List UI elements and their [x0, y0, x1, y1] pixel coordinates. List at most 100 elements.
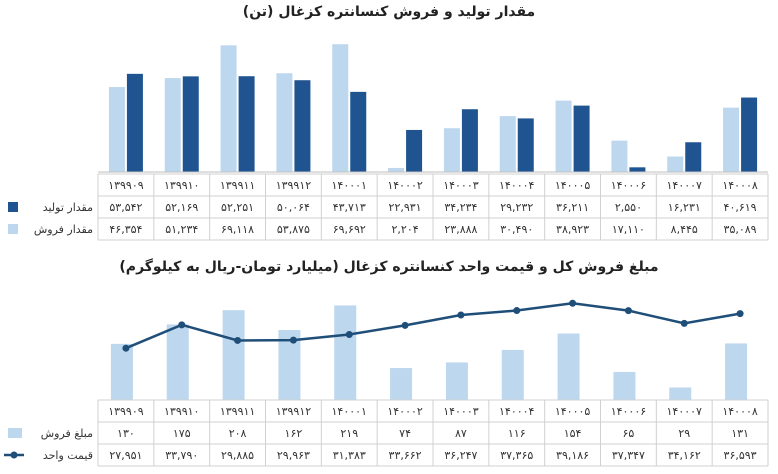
sales-bar [220, 45, 237, 173]
production-value-label: ۱۶,۲۳۱ [668, 201, 701, 214]
sales-value-label: ۱۷,۱۱۰ [612, 223, 645, 236]
category-label: ۱۳۹۹۱۲ [276, 405, 312, 418]
unit-price-point [401, 321, 409, 329]
legend-production-swatch [8, 202, 18, 212]
unit-price-value-label: ۲۷,۹۵۱ [109, 449, 142, 462]
unit-price-point [234, 336, 242, 344]
category-label: ۱۴۰۰۰۷ [667, 179, 703, 192]
sales-amount-value-label: ۱۶۲ [285, 427, 303, 440]
sales-value-label: ۲۳,۸۸۸ [444, 223, 477, 236]
sales-value-label: ۸,۴۴۵ [671, 223, 698, 236]
sales-value-label: ۴۶,۳۵۴ [109, 223, 142, 236]
unit-price-value-label: ۲۹,۹۶۳ [277, 449, 310, 462]
sales-amount-bar [669, 387, 692, 400]
category-label: ۱۳۹۹۱۰ [164, 179, 199, 192]
unit-price-value-label: ۳۳,۷۹۰ [165, 449, 198, 462]
sales-amount-bar [445, 362, 468, 400]
unit-price-point [289, 336, 297, 344]
unit-price-point [736, 310, 744, 318]
unit-price-point [345, 330, 353, 338]
production-bar [126, 73, 143, 172]
sales-bar [276, 73, 293, 172]
production-value-label: ۵۳,۵۴۲ [109, 201, 142, 214]
production-bar [741, 97, 758, 172]
legend-unit-price-marker [10, 451, 18, 459]
sales-amount-value-label: ۷۴ [399, 427, 411, 440]
sales-value-label: ۵۳,۸۷۵ [277, 223, 310, 236]
sales-amount-bar [613, 371, 636, 400]
production-bar [238, 76, 255, 172]
legend-sales-swatch [8, 224, 18, 234]
category-label: ۱۴۰۰۰۲ [387, 405, 423, 418]
sales-bar [332, 44, 349, 172]
sales-value-label: ۳۰,۴۹۰ [500, 223, 533, 236]
unit-price-value-label: ۳۶,۲۴۷ [444, 449, 477, 462]
sales-value-label: ۶۹,۱۱۸ [221, 223, 254, 236]
category-label: ۱۴۰۰۰۷ [667, 405, 703, 418]
unit-price-line [125, 301, 741, 350]
category-label: ۱۴۰۰۰۴ [499, 179, 535, 192]
unit-price-point [178, 321, 186, 329]
sales-amount-bar [334, 305, 357, 400]
category-label: ۱۳۹۹۰۹ [108, 179, 144, 192]
sales-amount-value-label: ۱۳۱ [731, 427, 749, 440]
category-label: ۱۳۹۹۱۱ [220, 179, 255, 192]
sales-amount-value-label: ۱۷۵ [173, 427, 191, 440]
chart1-title: مقدار تولید و فروش کنسانتره کزغال (تن) [242, 4, 536, 20]
unit-price-point [457, 311, 465, 319]
unit-price-value-label: ۲۹,۸۸۵ [221, 449, 254, 462]
category-label: ۱۴۰۰۰۸ [722, 179, 758, 192]
production-value-label: ۴۳,۷۱۳ [333, 201, 366, 214]
sales-amount-bar [557, 333, 580, 400]
unit-price-value-label: ۳۳,۶۶۲ [389, 449, 422, 462]
production-value-label: ۵۰,۰۶۴ [277, 201, 310, 214]
sales-bar [443, 128, 460, 172]
category-label: ۱۴۰۰۰۳ [443, 179, 479, 192]
production-bar [294, 80, 311, 172]
production-bar [182, 76, 199, 172]
category-label: ۱۴۰۰۰۱ [332, 179, 367, 192]
sales-amount-bar [390, 368, 413, 400]
category-label: ۱۴۰۰۰۵ [555, 405, 591, 418]
unit-price-value-label: ۳۷,۳۶۵ [500, 449, 533, 462]
production-bar [406, 129, 423, 172]
production-bar [350, 91, 367, 172]
sales-amount-value-label: ۶۵ [623, 427, 635, 440]
sales-amount-bar [166, 324, 189, 400]
production-value-label: ۵۲,۱۶۹ [165, 201, 198, 214]
category-label: ۱۴۰۰۰۴ [499, 405, 535, 418]
unit-price-point [513, 307, 521, 315]
sales-bar [555, 100, 572, 172]
sales-bar [723, 107, 740, 172]
production-bar [461, 109, 478, 172]
category-label: ۱۴۰۰۰۶ [611, 405, 646, 418]
sales-bar [499, 116, 516, 172]
unit-price-point [680, 319, 688, 327]
sales-value-label: ۳۵,۰۸۹ [724, 223, 757, 236]
sales-value-label: ۶۹,۶۹۲ [333, 223, 366, 236]
production-value-label: ۴۰,۶۱۹ [724, 201, 757, 214]
legend-sales-label: مقدار فروش [34, 223, 93, 236]
production-bar [629, 167, 646, 172]
production-bar [573, 105, 590, 172]
sales-amount-value-label: ۱۵۴ [564, 427, 582, 440]
unit-price-point [122, 344, 130, 352]
chart2-title: مبلغ فروش کل و قیمت واحد کنسانتره کزغال … [119, 259, 659, 275]
category-label: ۱۳۹۹۱۰ [164, 405, 199, 418]
legend-sales-amount-label: مبلغ فروش [41, 427, 93, 440]
production-value-label: ۲۲,۹۳۱ [389, 201, 422, 214]
unit-price-value-label: ۳۱,۳۸۳ [333, 449, 366, 462]
legend-production-label: مقدار تولید [43, 201, 93, 214]
category-label: ۱۴۰۰۰۱ [332, 405, 367, 418]
sales-bar [108, 87, 125, 172]
sales-amount-bar [725, 343, 748, 400]
unit-price-value-label: ۳۹,۱۸۶ [556, 449, 589, 462]
sales-bar [667, 156, 684, 172]
sales-value-label: ۲,۲۰۴ [392, 223, 419, 236]
sales-bar [388, 167, 405, 172]
category-label: ۱۴۰۰۰۲ [387, 179, 423, 192]
legend-unit-price-label: قیمت واحد [43, 449, 93, 462]
sales-value-label: ۵۱,۲۳۴ [165, 223, 198, 236]
sales-amount-bar [222, 310, 245, 400]
